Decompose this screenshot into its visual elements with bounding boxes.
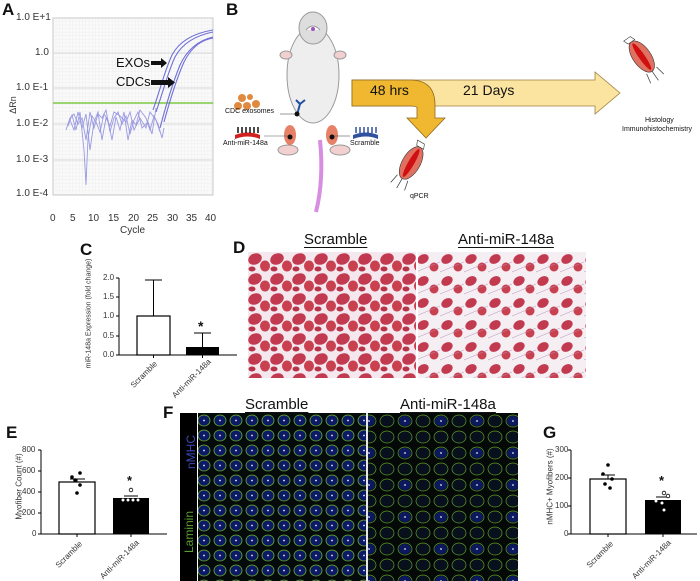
ytick: 1.0 E-1 [16, 82, 49, 93]
histology-muscle-icon [623, 36, 665, 84]
ytick: 0 [32, 529, 37, 538]
if-image-scramble [198, 413, 366, 581]
annotation-exos: EXOs [116, 55, 150, 70]
ytick: 600 [22, 466, 36, 475]
exosome-dots-icon [234, 94, 260, 110]
bar-scramble [136, 315, 171, 356]
ytick: 1.5 [103, 292, 115, 301]
bar-anti-mir [645, 500, 681, 534]
label-21-days: 21 Days [463, 82, 515, 98]
annotation-cdcs: CDCs [116, 74, 151, 89]
exo-curve-1 [152, 29, 214, 111]
bent-arrow-48-hrs-icon [351, 79, 446, 139]
panel-label-a: A [2, 0, 15, 19]
panel-label-e: E [6, 423, 18, 442]
ytick: 100 [555, 501, 569, 510]
ytick: 200 [555, 473, 569, 482]
title-anti-mir: Anti-miR-148a [400, 396, 496, 413]
cdc-curve-1 [159, 36, 214, 129]
panel-label-g: G [543, 423, 557, 442]
label-qpcr: qPCR [410, 193, 429, 200]
label-48-hrs: 48 hrs [370, 82, 409, 98]
cdcs-arrow-icon [151, 77, 175, 88]
cdc-curve-2 [163, 37, 214, 123]
ytick: 1.0 E+1 [16, 12, 51, 23]
amplification-plot-svg [52, 17, 214, 196]
ytick: 1.0 E-3 [16, 154, 49, 165]
title-scramble: Scramble [245, 396, 309, 413]
ytick: 1.0 E-2 [16, 118, 49, 129]
ytick: 400 [22, 487, 36, 496]
significance-star: * [659, 473, 665, 488]
bar-chart-e-svg [38, 449, 167, 537]
title-anti-mir: Anti-miR-148a [458, 231, 554, 248]
ytick: 1.0 [103, 311, 115, 320]
bar-scramble [589, 478, 627, 535]
ytick: 1.0 [35, 47, 49, 58]
ytick: 2.0 [103, 273, 115, 282]
he-image-anti-mir [418, 252, 586, 378]
he-image-scramble [248, 252, 416, 378]
ytick: 800 [22, 445, 36, 454]
panel-label-c: C [80, 240, 93, 259]
scramble-icon [353, 127, 378, 139]
significance-star: * [198, 318, 204, 334]
bar-anti-mir [113, 498, 149, 534]
label-histology: Histology [645, 117, 674, 124]
label-immunohistochemistry: Immunohistochemistry [622, 126, 693, 133]
ytick: 0 [564, 529, 569, 538]
label-anti-mir: Anti-miR-148a [223, 140, 268, 147]
stain-label-strip [180, 413, 197, 581]
anti-mir-icon [235, 127, 260, 139]
ytick: 0.0 [103, 350, 115, 359]
exos-arrow-icon [151, 58, 167, 68]
ytick: 0.5 [103, 331, 115, 340]
ytick: 300 [555, 445, 569, 454]
bar-chart-c-svg [116, 277, 237, 358]
exo-curve-2 [155, 31, 214, 113]
label-scramble: Scramble [350, 140, 380, 147]
significance-star: * [127, 473, 133, 488]
label-cdc-exosomes: CDC exosomes [225, 108, 275, 115]
if-stain-images [180, 413, 518, 581]
title-scramble: Scramble [304, 231, 368, 248]
ytick: 1.0 E-4 [16, 188, 49, 199]
ytick: 200 [22, 508, 36, 517]
schematic-svg [234, 11, 665, 213]
panel-label-d: D [233, 238, 246, 257]
panel-label-f: F [163, 403, 174, 422]
y-axis-label: nMHC+ Myofibers (#) [545, 448, 555, 525]
bar-anti-mir [186, 347, 219, 355]
qpcr-muscle-icon [390, 139, 425, 191]
panel-label-b: B [226, 0, 239, 19]
he-stain-images [248, 252, 586, 378]
x-axis-label: Cycle [120, 225, 146, 236]
mouse-illustration [277, 11, 351, 213]
